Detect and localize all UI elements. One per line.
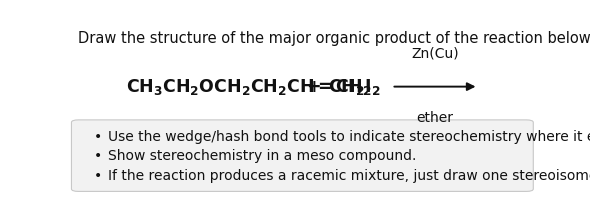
- Text: $\mathbf{CH_3CH_2OCH_2CH_2CH{=}CH_2}$: $\mathbf{CH_3CH_2OCH_2CH_2CH{=}CH_2}$: [126, 77, 372, 97]
- Text: Use the wedge/hash bond tools to indicate stereochemistry where it exists.: Use the wedge/hash bond tools to indicat…: [108, 130, 590, 143]
- Text: Draw the structure of the major organic product of the reaction below.: Draw the structure of the major organic …: [78, 31, 590, 46]
- FancyBboxPatch shape: [71, 120, 533, 191]
- Text: •: •: [94, 130, 103, 143]
- Text: Zn(Cu): Zn(Cu): [411, 47, 459, 61]
- Text: If the reaction produces a racemic mixture, just draw one stereoisomer.: If the reaction produces a racemic mixtu…: [108, 169, 590, 183]
- Text: •: •: [94, 169, 103, 183]
- Text: $\mathbf{+}$: $\mathbf{+}$: [306, 78, 321, 96]
- Text: •: •: [94, 149, 103, 164]
- Text: ether: ether: [417, 111, 454, 125]
- Text: $\mathbf{CH_2I_2}$: $\mathbf{CH_2I_2}$: [327, 77, 380, 97]
- Text: Show stereochemistry in a meso compound.: Show stereochemistry in a meso compound.: [108, 149, 417, 164]
